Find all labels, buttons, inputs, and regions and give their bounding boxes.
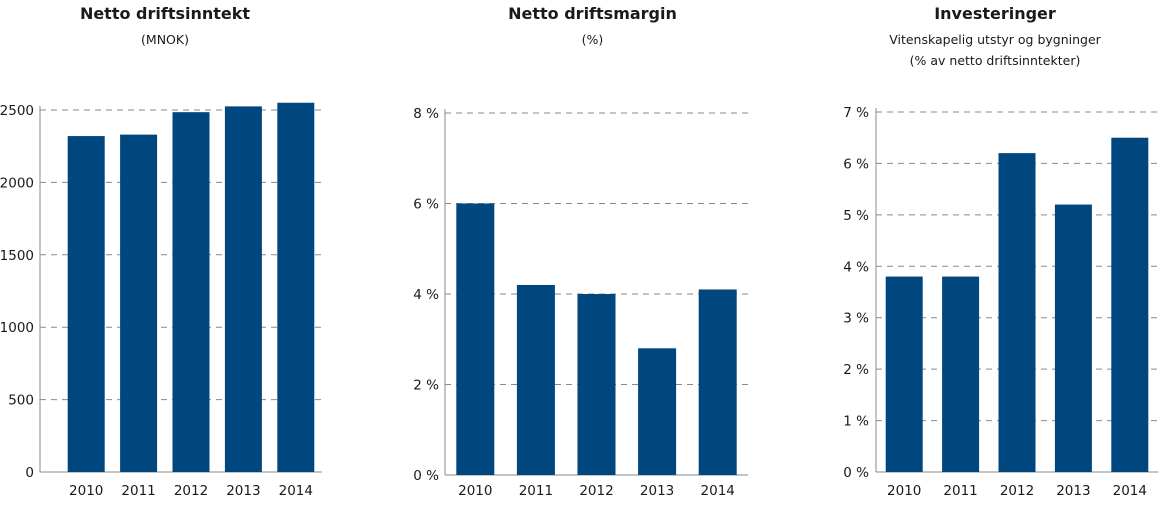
x-tick-label: 2011 xyxy=(943,483,977,499)
bar xyxy=(172,112,210,472)
y-tick-label: 500 xyxy=(8,393,34,409)
x-tick-label: 2012 xyxy=(1000,483,1034,499)
bar xyxy=(1054,204,1092,473)
chart-panel-netto-driftsmargin: Netto driftsmargin (%) 0 % 2 % 4 % 6 % 8 % 20… xyxy=(405,0,780,507)
bar xyxy=(67,136,105,472)
bar xyxy=(516,284,555,475)
x-tick-label: 2011 xyxy=(519,483,553,499)
bar xyxy=(120,134,158,472)
y-tick-label: 5 % xyxy=(843,208,869,224)
bar xyxy=(885,276,923,472)
y-tick-label: 8 % xyxy=(413,106,439,122)
y-tick-label: 3 % xyxy=(843,311,869,327)
x-tick-label: 2014 xyxy=(701,483,735,499)
y-tick-label: 0 xyxy=(25,465,34,481)
y-tick-label: 1500 xyxy=(0,248,34,264)
y-tick-label: 1 % xyxy=(843,414,869,430)
y-tick-label: 6 % xyxy=(413,197,439,213)
y-tick-label: 4 % xyxy=(843,259,869,275)
x-tick-label: 2012 xyxy=(579,483,613,499)
x-tick-label: 2010 xyxy=(887,483,921,499)
bar xyxy=(577,294,616,475)
bar xyxy=(456,203,495,475)
y-tick-label: 2 % xyxy=(413,378,439,394)
bar xyxy=(638,348,677,475)
bar-chart-netto-driftsinntekt: 0 500 1000 1500 2000 2500 2010 2011 2012 2013 2014 xyxy=(0,102,322,499)
x-tick-label: 2010 xyxy=(69,483,103,499)
bar xyxy=(942,276,980,472)
chart-title: Netto driftsmargin xyxy=(508,4,677,23)
bar xyxy=(277,102,315,472)
chart-panel-netto-driftsinntekt: Netto driftsinntekt (MNOK) 0 500 1000 1500 2… xyxy=(0,0,330,507)
chart-subtitle-2: (% av netto driftsinntekter) xyxy=(909,53,1081,68)
chart-title: Netto driftsinntekt xyxy=(79,4,251,23)
x-tick-label: 2013 xyxy=(1056,483,1090,499)
x-tick-label: 2014 xyxy=(1113,483,1147,499)
y-tick-label: 2500 xyxy=(0,103,34,119)
x-tick-label: 2013 xyxy=(226,483,260,499)
bar xyxy=(224,106,262,472)
chart-title: Investeringer xyxy=(934,4,1056,23)
y-tick-label: 0 % xyxy=(413,468,439,484)
y-tick-label: 1000 xyxy=(0,320,34,336)
x-tick-label: 2012 xyxy=(174,483,208,499)
y-tick-label: 4 % xyxy=(413,287,439,303)
chart-panel-investeringer: Investeringer Vitenskapelig utstyr og by… xyxy=(820,0,1170,507)
x-tick-label: 2010 xyxy=(458,483,492,499)
x-tick-label: 2013 xyxy=(640,483,674,499)
bar xyxy=(1111,137,1149,472)
x-tick-label: 2011 xyxy=(121,483,155,499)
y-tick-label: 0 % xyxy=(843,465,869,481)
y-tick-label: 7 % xyxy=(843,105,869,121)
y-tick-label: 6 % xyxy=(843,156,869,172)
bar-chart-netto-driftsmargin: 0 % 2 % 4 % 6 % 8 % 2010 2011 2012 2013 2014 xyxy=(413,106,748,499)
chart-subtitle: Vitenskapelig utstyr og bygninger xyxy=(889,32,1101,47)
chart-subtitle: (%) xyxy=(581,32,604,47)
bar xyxy=(998,153,1036,472)
bar-chart-investeringer: 0 % 1 % 2 % 3 % 4 % 5 % 6 % 7 % 2010 2011 2012 2013… xyxy=(843,105,1158,499)
bar xyxy=(698,289,737,475)
y-tick-label: 2000 xyxy=(0,175,34,191)
chart-subtitle: (MNOK) xyxy=(141,32,189,47)
y-tick-label: 2 % xyxy=(843,362,869,378)
x-tick-label: 2014 xyxy=(279,483,313,499)
